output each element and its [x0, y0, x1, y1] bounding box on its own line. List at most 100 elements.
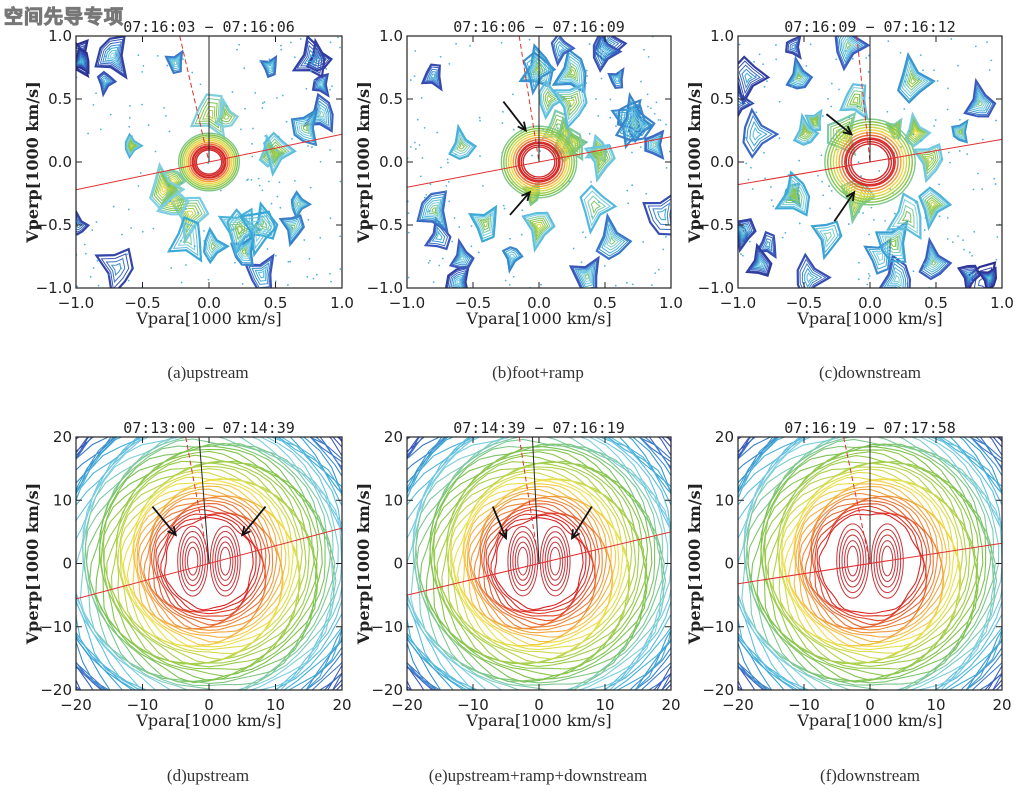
contour-blob: [883, 262, 907, 288]
contour-blob: [241, 247, 247, 255]
contour-blob: [738, 99, 743, 108]
contour-blob: [129, 141, 136, 151]
contour-blob: [237, 242, 250, 259]
scatter-dot: [585, 82, 587, 85]
contour-ring: [772, 462, 968, 665]
scatter-dot: [904, 282, 907, 285]
scatter-dot: [231, 228, 234, 231]
scatter-dot: [820, 154, 823, 157]
contour-blob: [738, 218, 757, 254]
contour-blob: [837, 36, 867, 67]
contour-blob: [189, 93, 226, 140]
contour-blob: [76, 55, 85, 67]
contour-blob: [977, 98, 983, 106]
scatter-dot: [432, 281, 435, 284]
contour-ring: [470, 495, 608, 631]
contour-blob: [930, 258, 937, 266]
contour-blob: [968, 85, 992, 114]
scatter-dot: [421, 157, 424, 159]
scatter-dot: [104, 55, 107, 58]
contour-blob: [924, 194, 944, 220]
contour-blob: [296, 200, 302, 209]
scatter-dot: [418, 144, 421, 146]
core-contour: [544, 536, 566, 586]
scatter-dot: [904, 80, 907, 83]
contour-blob: [785, 55, 814, 90]
contour-blob: [290, 190, 313, 220]
scatter-dot: [798, 222, 801, 225]
contour-blob: [568, 68, 575, 77]
scatter-dot: [922, 69, 924, 72]
scatter-dot: [523, 217, 526, 220]
scatter-dot: [439, 55, 442, 58]
plot-area: [738, 36, 1002, 288]
arrow-head: [517, 121, 528, 133]
y-tick-label: −20: [702, 681, 734, 699]
scatter-dot: [962, 248, 965, 251]
scatter-dot: [95, 92, 97, 95]
scatter-dot: [337, 36, 340, 39]
contour-blob: [306, 53, 315, 64]
contour-blob: [601, 222, 626, 254]
contour-blob: [170, 196, 177, 204]
contour-blob: [248, 219, 268, 243]
contour-blob: [774, 170, 811, 217]
contour-ring: [436, 460, 640, 665]
dashed-line: [179, 36, 210, 163]
scatter-dot: [259, 60, 262, 63]
scatter-dot: [137, 54, 140, 57]
arrow: [509, 191, 531, 216]
contour-blob: [303, 49, 318, 67]
scatter-dot: [96, 259, 99, 262]
scatter-dot: [423, 126, 426, 129]
y-axis-label: Vperp[1000 km/s]: [685, 81, 704, 244]
scatter-dot: [306, 275, 309, 278]
y-axis-label: Vperp[1000 km/s]: [354, 81, 373, 244]
contour-blob: [748, 246, 771, 275]
scatter-dot: [597, 201, 600, 204]
scatter-dot: [166, 64, 169, 67]
contour-blob: [587, 195, 607, 221]
contour-blob: [99, 73, 115, 94]
contour-blob: [151, 166, 182, 207]
contour-blob: [981, 270, 995, 288]
contour-blob: [295, 198, 305, 211]
contour-blob: [262, 57, 276, 76]
contour-blob: [291, 36, 326, 79]
contour-blob: [912, 126, 921, 138]
scatter-dot: [226, 105, 228, 108]
dashed-line: [518, 437, 540, 564]
scatter-dot: [619, 71, 622, 73]
contour-blob: [826, 111, 857, 157]
scatter-dot: [130, 135, 133, 138]
contour-blob: [896, 204, 915, 229]
contour-blob: [450, 272, 465, 288]
scatter-dot: [975, 114, 978, 116]
arrow: [825, 113, 853, 135]
scatter-dot: [109, 113, 112, 116]
scatter-dot: [933, 69, 935, 72]
scatter-dot: [305, 87, 308, 90]
scatter-dot: [988, 69, 991, 71]
contour-ring: [407, 437, 671, 690]
scatter-dot: [951, 241, 954, 244]
core-contour: [844, 540, 862, 582]
contour-ring: [738, 437, 1002, 690]
contour-blob: [785, 36, 802, 60]
scatter-dot: [758, 53, 761, 56]
scatter-dot: [274, 254, 277, 257]
contour-ring: [788, 479, 951, 647]
contour-ring: [134, 485, 284, 643]
contour-blob: [884, 231, 902, 254]
scatter-dot: [425, 193, 428, 196]
scatter-dot: [263, 101, 266, 103]
y-tick-label: 0: [393, 555, 403, 573]
contour-ring: [799, 492, 942, 634]
scatter-dot: [281, 94, 284, 97]
contour-blob: [815, 224, 839, 254]
core-contour: [549, 546, 561, 576]
y-axis-label: Vperp[1000 km/s]: [685, 483, 704, 646]
contour-blob: [507, 251, 518, 266]
contour-blob: [975, 95, 986, 108]
contour-blob: [244, 253, 275, 288]
